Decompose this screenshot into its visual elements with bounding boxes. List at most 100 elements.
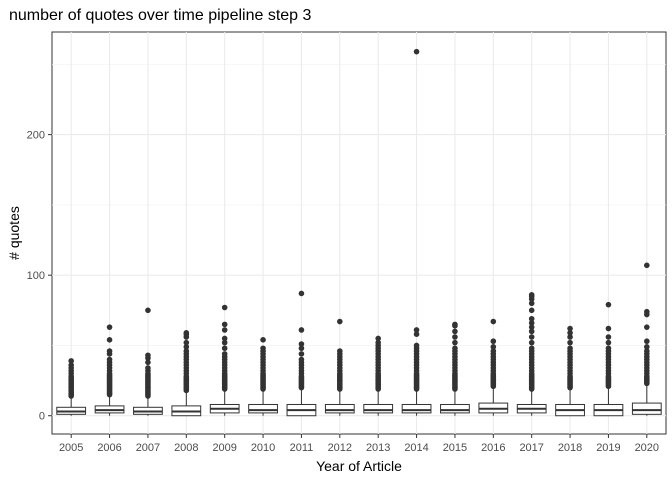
outlier-point	[413, 342, 420, 349]
outlier-point	[183, 329, 190, 336]
box-2013	[363, 335, 394, 416]
outlier-point	[106, 356, 113, 363]
box-2018	[555, 325, 585, 417]
outlier-point	[452, 321, 458, 328]
outlier-point	[298, 351, 305, 357]
outlier-point	[644, 262, 650, 269]
outlier-point	[145, 359, 151, 366]
y-axis-ticks: 0 100 200	[27, 130, 52, 423]
x-tick-label: 2013	[366, 442, 390, 454]
outlier-point	[567, 345, 573, 352]
x-tick-label: 2012	[328, 442, 352, 454]
box-2012	[324, 318, 355, 416]
x-tick-label: 2008	[174, 442, 198, 454]
outlier-point	[221, 345, 228, 352]
outlier-point	[413, 48, 420, 55]
outlier-point	[567, 334, 573, 340]
x-tick-label: 2007	[136, 442, 160, 454]
outlier-point	[221, 327, 228, 333]
y-axis-title: # quotes	[6, 206, 22, 260]
outlier-point	[605, 345, 612, 352]
box-2007	[133, 307, 163, 416]
outlier-point	[106, 337, 113, 343]
chart-title: number of quotes over time pipeline step…	[9, 7, 312, 24]
x-tick-label: 2016	[481, 442, 505, 454]
x-tick-label: 2017	[519, 442, 543, 454]
outlier-point	[644, 348, 650, 354]
box-2010	[248, 337, 278, 416]
outlier-point	[567, 325, 573, 332]
outlier-point	[221, 304, 228, 311]
outlier-point	[528, 320, 535, 326]
box-2009	[209, 304, 240, 416]
outlier-point	[298, 290, 305, 297]
outlier-point	[260, 345, 266, 352]
x-axis-ticks: 2005 2006 2007 2008 2009 2010 2011 2012 2013 2014…	[59, 434, 659, 454]
outlier-point	[413, 327, 420, 333]
outlier-point	[528, 324, 535, 330]
outlier-point	[605, 334, 612, 340]
outlier-point	[528, 345, 535, 352]
x-tick-label: 2018	[558, 442, 582, 454]
outlier-point	[183, 344, 190, 350]
outlier-point	[298, 356, 305, 363]
outlier-point	[490, 344, 497, 350]
y-tick-label: 100	[27, 270, 45, 282]
outlier-point	[413, 331, 420, 338]
outlier-point	[145, 352, 151, 359]
outlier-point	[68, 358, 74, 364]
box-2016	[478, 318, 509, 416]
outlier-point	[452, 334, 458, 340]
x-tick-label: 2011	[290, 442, 314, 454]
box-2005	[56, 358, 87, 416]
outlier-point	[452, 328, 458, 335]
outlier-point	[644, 324, 650, 330]
x-tick-label: 2014	[404, 442, 428, 454]
outlier-point	[375, 339, 381, 346]
outlier-point	[528, 307, 535, 314]
outlier-point	[490, 318, 497, 325]
outlier-point	[106, 348, 113, 354]
box-iqr	[401, 403, 432, 414]
outlier-point	[528, 292, 535, 298]
outlier-point	[528, 339, 535, 346]
outlier-point	[298, 345, 305, 352]
outlier-point	[221, 339, 228, 346]
box-2011	[286, 290, 317, 417]
outlier-point	[605, 325, 612, 332]
outlier-point	[337, 348, 343, 354]
outlier-point	[528, 300, 535, 307]
y-tick-label: 200	[27, 130, 45, 142]
box-iqr	[248, 403, 278, 414]
outlier-point	[375, 335, 381, 342]
outlier-point	[183, 348, 190, 354]
outlier-point	[644, 308, 650, 315]
x-tick-label: 2015	[443, 442, 467, 454]
x-tick-label: 2019	[596, 442, 620, 454]
outlier-point	[528, 334, 535, 340]
box-2015	[440, 321, 470, 416]
outlier-point	[298, 341, 305, 347]
x-tick-label: 2005	[59, 442, 83, 454]
y-tick-label: 0	[39, 411, 45, 423]
outlier-point	[644, 344, 650, 350]
boxes-layer	[56, 48, 662, 417]
box-2017	[516, 292, 547, 416]
outlier-point	[183, 339, 190, 346]
box-2019	[593, 301, 624, 417]
outlier-point	[605, 301, 612, 308]
outlier-point	[528, 328, 535, 335]
outlier-point	[298, 327, 305, 333]
outlier-point	[567, 339, 573, 346]
outlier-point	[337, 318, 343, 325]
outlier-point	[68, 362, 74, 368]
outlier-point	[221, 351, 228, 357]
box-iqr	[324, 403, 355, 414]
box-2020	[631, 262, 662, 416]
outlier-point	[106, 324, 113, 330]
box-2008	[171, 329, 202, 417]
outlier-point	[528, 315, 535, 322]
x-axis-title: Year of Article	[316, 458, 402, 474]
outlier-point	[452, 339, 458, 346]
